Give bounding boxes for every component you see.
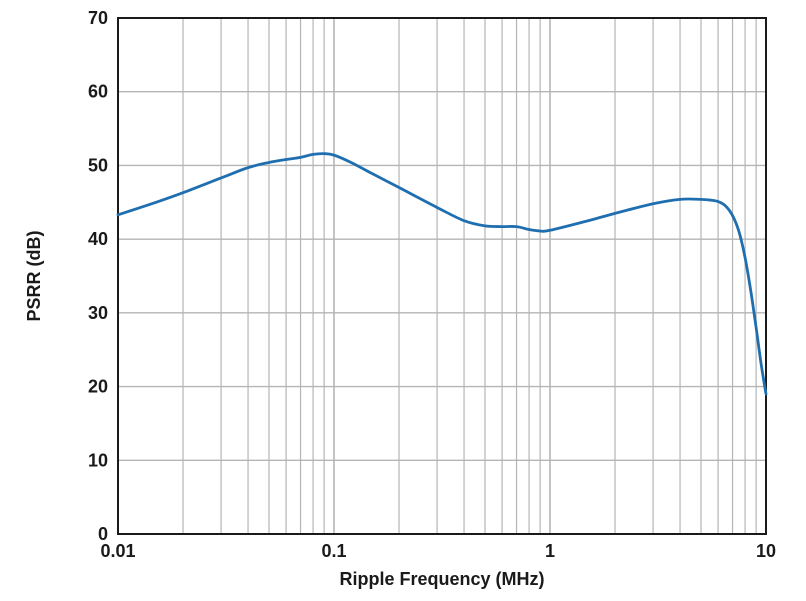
y-axis-title: PSRR (dB) [24, 231, 44, 322]
series-line [116, 152, 768, 396]
y-tick-label: 40 [88, 229, 108, 249]
y-tick-label: 30 [88, 303, 108, 323]
x-tick-label: 0.01 [100, 541, 135, 561]
y-tick-label: 50 [88, 155, 108, 175]
y-tick-label: 60 [88, 82, 108, 102]
y-tick-labels: 0 10 20 30 40 50 60 70 [88, 8, 108, 544]
y-tick-label: 0 [98, 524, 108, 544]
y-tick-label: 20 [88, 377, 108, 397]
x-tick-label: 1 [545, 541, 555, 561]
plot-frame [117, 17, 767, 535]
x-axis-title: Ripple Frequency (MHz) [339, 569, 544, 589]
x-tick-label: 10 [756, 541, 776, 561]
y-tick-label: 70 [88, 8, 108, 28]
x-tick-labels: 0.01 0.1 1 10 [100, 541, 776, 561]
x-tick-label: 0.1 [321, 541, 346, 561]
grid [118, 18, 766, 534]
y-tick-label: 10 [88, 450, 108, 470]
